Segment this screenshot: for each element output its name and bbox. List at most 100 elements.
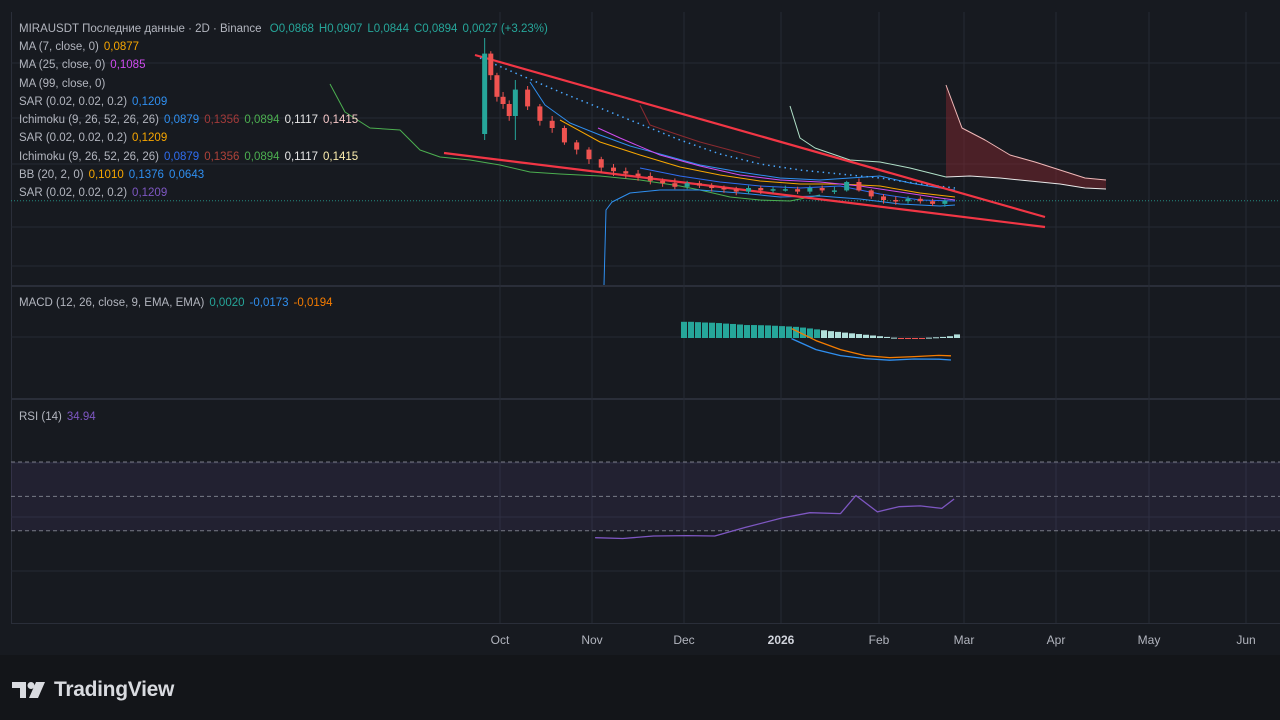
indicator-name: MA (25, close, 0) — [19, 59, 106, 72]
macd-histogram-bar — [877, 336, 883, 338]
time-axis-label: Jun — [1236, 633, 1256, 647]
macd-histogram-bar — [849, 333, 855, 338]
candle-body — [586, 149, 592, 160]
macd-histogram-bar — [940, 336, 946, 338]
indicator-legend-row[interactable]: SAR (0.02, 0.02, 0.2) 0,1209 — [19, 131, 363, 149]
indicator-value: 0,1356 — [204, 150, 240, 163]
indicator-name: BB (20, 2, 0) — [19, 169, 84, 182]
rsi-legend-name[interactable]: RSI (14) — [19, 411, 62, 423]
indicator-name: Ichimoku (9, 26, 52, 26, 26) — [19, 114, 159, 127]
macd-histogram-bar — [919, 338, 925, 339]
macd-histogram-bar — [779, 326, 785, 338]
pane-separator — [11, 398, 1280, 400]
indicator-legend-row[interactable]: SAR (0.02, 0.02, 0.2) 0,1209 — [19, 95, 363, 113]
indicator-value: 0,1356 — [204, 114, 240, 127]
footer: TradingView — [12, 675, 174, 705]
indicator-value: 0,0879 — [164, 114, 200, 127]
macd-histogram-bar — [681, 321, 687, 338]
symbol-name[interactable]: MIRAUSDT — [19, 23, 80, 35]
time-axis-label: 2026 — [767, 633, 795, 647]
candle-body — [482, 53, 488, 134]
pane-separator — [11, 285, 1280, 287]
candle-body — [561, 128, 567, 143]
candle-body — [856, 182, 862, 191]
indicator-legend: MA (7, close, 0) 0,0877 MA (25, close, 0) 0… — [19, 40, 363, 205]
ichimoku-span-b-hist — [639, 104, 761, 159]
candle-body — [905, 198, 911, 202]
indicator-value: 0,0894 — [244, 150, 280, 163]
indicator-legend-row[interactable]: MA (25, close, 0) 0,1085 — [19, 58, 363, 76]
tradingview-logo-icon — [12, 682, 45, 698]
candle-body — [770, 189, 776, 191]
macd-histogram-bar — [786, 326, 792, 338]
candle-body — [696, 183, 702, 186]
macd-histogram-bar — [856, 334, 862, 338]
ichimoku-span-b — [945, 84, 1107, 181]
footer-brand[interactable]: TradingView — [54, 678, 175, 701]
ichimoku-conversion — [639, 167, 956, 202]
time-axis-label: Dec — [673, 633, 695, 647]
macd-histogram-bar — [772, 325, 778, 338]
time-axis-label: Apr — [1046, 633, 1066, 647]
macd-histogram-bar — [954, 334, 960, 338]
macd-histogram-bar — [891, 337, 897, 339]
macd-histogram-bar — [835, 331, 841, 338]
macd-histogram-bar — [863, 334, 869, 338]
rsi-legend: RSI (14) 34.94 — [19, 410, 101, 424]
indicator-value: 0,1209 — [132, 132, 168, 145]
price-chart-canvas[interactable] — [0, 0, 1280, 655]
candle-body — [611, 167, 617, 172]
indicator-legend-row[interactable]: BB (20, 2, 0) 0,1010 0,1376 0,0643 — [19, 168, 363, 186]
indicator-legend-row[interactable]: MA (7, close, 0) 0,0877 — [19, 40, 363, 58]
indicator-name: SAR (0.02, 0.02, 0.2) — [19, 132, 128, 145]
indicator-legend-row[interactable]: Ichimoku (9, 26, 52, 26, 26) 0,0879 0,1356… — [19, 150, 363, 168]
time-axis-label: Oct — [490, 633, 510, 647]
indicator-value: 0,1085 — [110, 59, 146, 72]
ma-25 — [597, 127, 956, 201]
chart-area[interactable]: MIRAUSDT Последние данные · 2D · Binance … — [0, 0, 1280, 655]
macd-histogram-bar — [751, 325, 757, 338]
time-axis-label: May — [1137, 633, 1161, 647]
ohlc-close: C0,0894 — [413, 23, 458, 35]
macd-histogram-bar — [758, 325, 764, 338]
candle-body — [488, 53, 494, 76]
indicator-legend-row[interactable]: MA (99, close, 0) — [19, 77, 363, 95]
macd-histogram-bar — [723, 323, 729, 338]
macd-line — [791, 338, 952, 361]
indicator-value: 0,1117 — [284, 150, 319, 163]
candle-body — [746, 188, 752, 192]
indicator-value: 0,0643 — [168, 169, 205, 182]
candle-body — [721, 188, 727, 190]
candle-body — [819, 188, 825, 191]
macd-histogram-bar — [702, 322, 708, 338]
indicator-legend-row[interactable]: SAR (0.02, 0.02, 0.2) 0,1209 — [19, 186, 363, 204]
ichimoku-span-a-hist — [789, 105, 947, 178]
macd-histogram-bar — [912, 338, 918, 339]
macd-histogram-bar — [947, 336, 953, 338]
candle-body — [795, 189, 801, 192]
ichimoku-cloud — [946, 85, 1106, 189]
indicator-name: SAR (0.02, 0.02, 0.2) — [19, 187, 128, 200]
indicator-value: 0,1376 — [128, 169, 164, 182]
time-axis-label: Feb — [868, 633, 890, 647]
macd-legend-name[interactable]: MACD (12, 26, close, 9, EMA, EMA) — [19, 297, 205, 309]
macd-legend: MACD (12, 26, close, 9, EMA, EMA) 0,0020-… — [19, 296, 338, 310]
indicator-legend-row[interactable]: Ichimoku (9, 26, 52, 26, 26) 0,0879 0,1356… — [19, 113, 363, 131]
candle-body — [684, 183, 690, 187]
indicator-value: 0,1415 — [323, 114, 359, 127]
time-axis-label: Nov — [581, 633, 603, 647]
candle-body — [917, 198, 923, 202]
time-axis-label: Mar — [953, 633, 975, 647]
candle-body — [500, 96, 506, 104]
macd-histogram-bar — [933, 337, 939, 339]
macd-histogram-bar — [814, 329, 820, 338]
macd-histogram-bar — [793, 326, 799, 338]
candle-body — [868, 190, 874, 197]
rsi-line — [595, 494, 955, 540]
bb-basis — [559, 119, 956, 198]
candle-body — [512, 89, 518, 116]
indicator-name: MA (99, close, 0) — [19, 77, 106, 90]
macd-histogram-bar — [744, 325, 750, 338]
candle-body — [623, 171, 629, 174]
macd-histogram-bar — [765, 325, 771, 338]
